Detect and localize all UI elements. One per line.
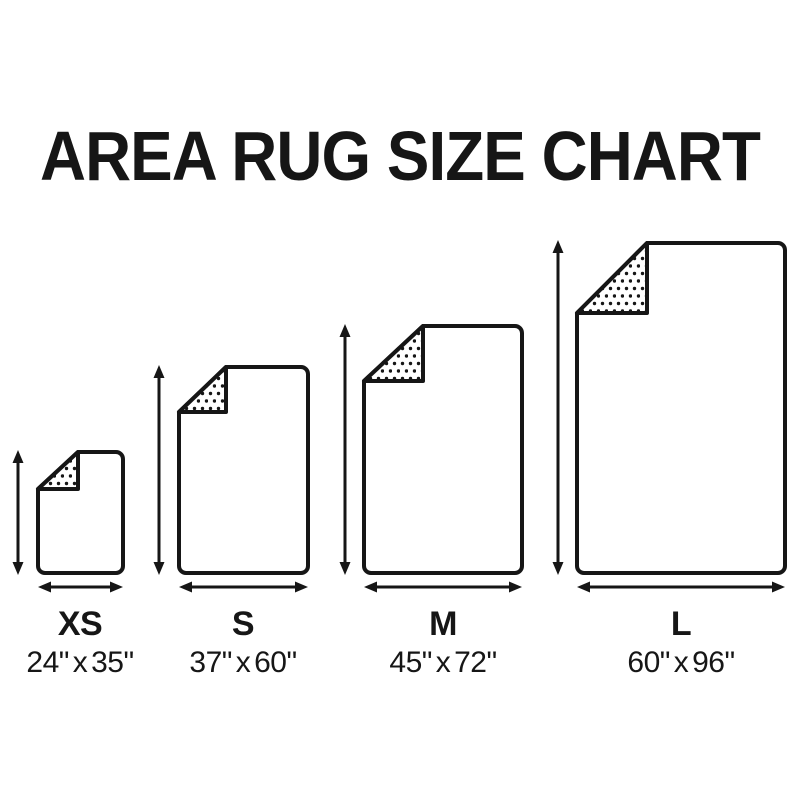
rug-m-folded-corner	[362, 324, 425, 383]
size-dimensions-l: 60" x 96"	[627, 646, 735, 679]
rug-l-figure	[552, 240, 787, 593]
rug-l-outline	[575, 241, 787, 575]
size-dimensions-m: 45" x 72"	[389, 646, 497, 679]
caption-m: M 45" x 72"	[343, 606, 543, 679]
size-dimensions-s: 37" x 60"	[189, 646, 297, 679]
rug-s-figure	[153, 365, 310, 593]
rug-xs-figure	[12, 450, 125, 593]
height-arrow-m	[339, 324, 351, 575]
size-label-xs: XS	[57, 605, 103, 643]
size-dimensions-xs: 24" x 35"	[26, 646, 134, 679]
size-label-s: S	[231, 605, 255, 643]
rug-s-folded-corner	[177, 365, 228, 414]
height-arrow-s	[153, 365, 165, 575]
rug-xs-folded-corner	[36, 450, 80, 491]
size-label-m: M	[429, 605, 457, 643]
caption-xs: XS 24" x 35"	[0, 606, 180, 679]
width-arrow-s	[179, 581, 308, 593]
width-arrow-m	[364, 581, 522, 593]
rug-l-folded-corner	[575, 241, 649, 315]
height-arrow-xs	[12, 450, 24, 575]
size-label-l: L	[670, 605, 692, 643]
caption-s: S 37" x 60"	[143, 606, 343, 679]
rug-s-outline	[177, 365, 310, 575]
caption-l: L 60" x 96"	[581, 606, 781, 679]
width-arrow-xs	[38, 581, 123, 593]
rug-m-outline	[362, 324, 524, 575]
rug-xs-outline	[36, 450, 125, 575]
rug-m-figure	[339, 324, 524, 593]
width-arrow-l	[577, 581, 785, 593]
page-title: AREA RUG SIZE CHART	[39, 117, 761, 195]
height-arrow-l	[552, 240, 564, 575]
